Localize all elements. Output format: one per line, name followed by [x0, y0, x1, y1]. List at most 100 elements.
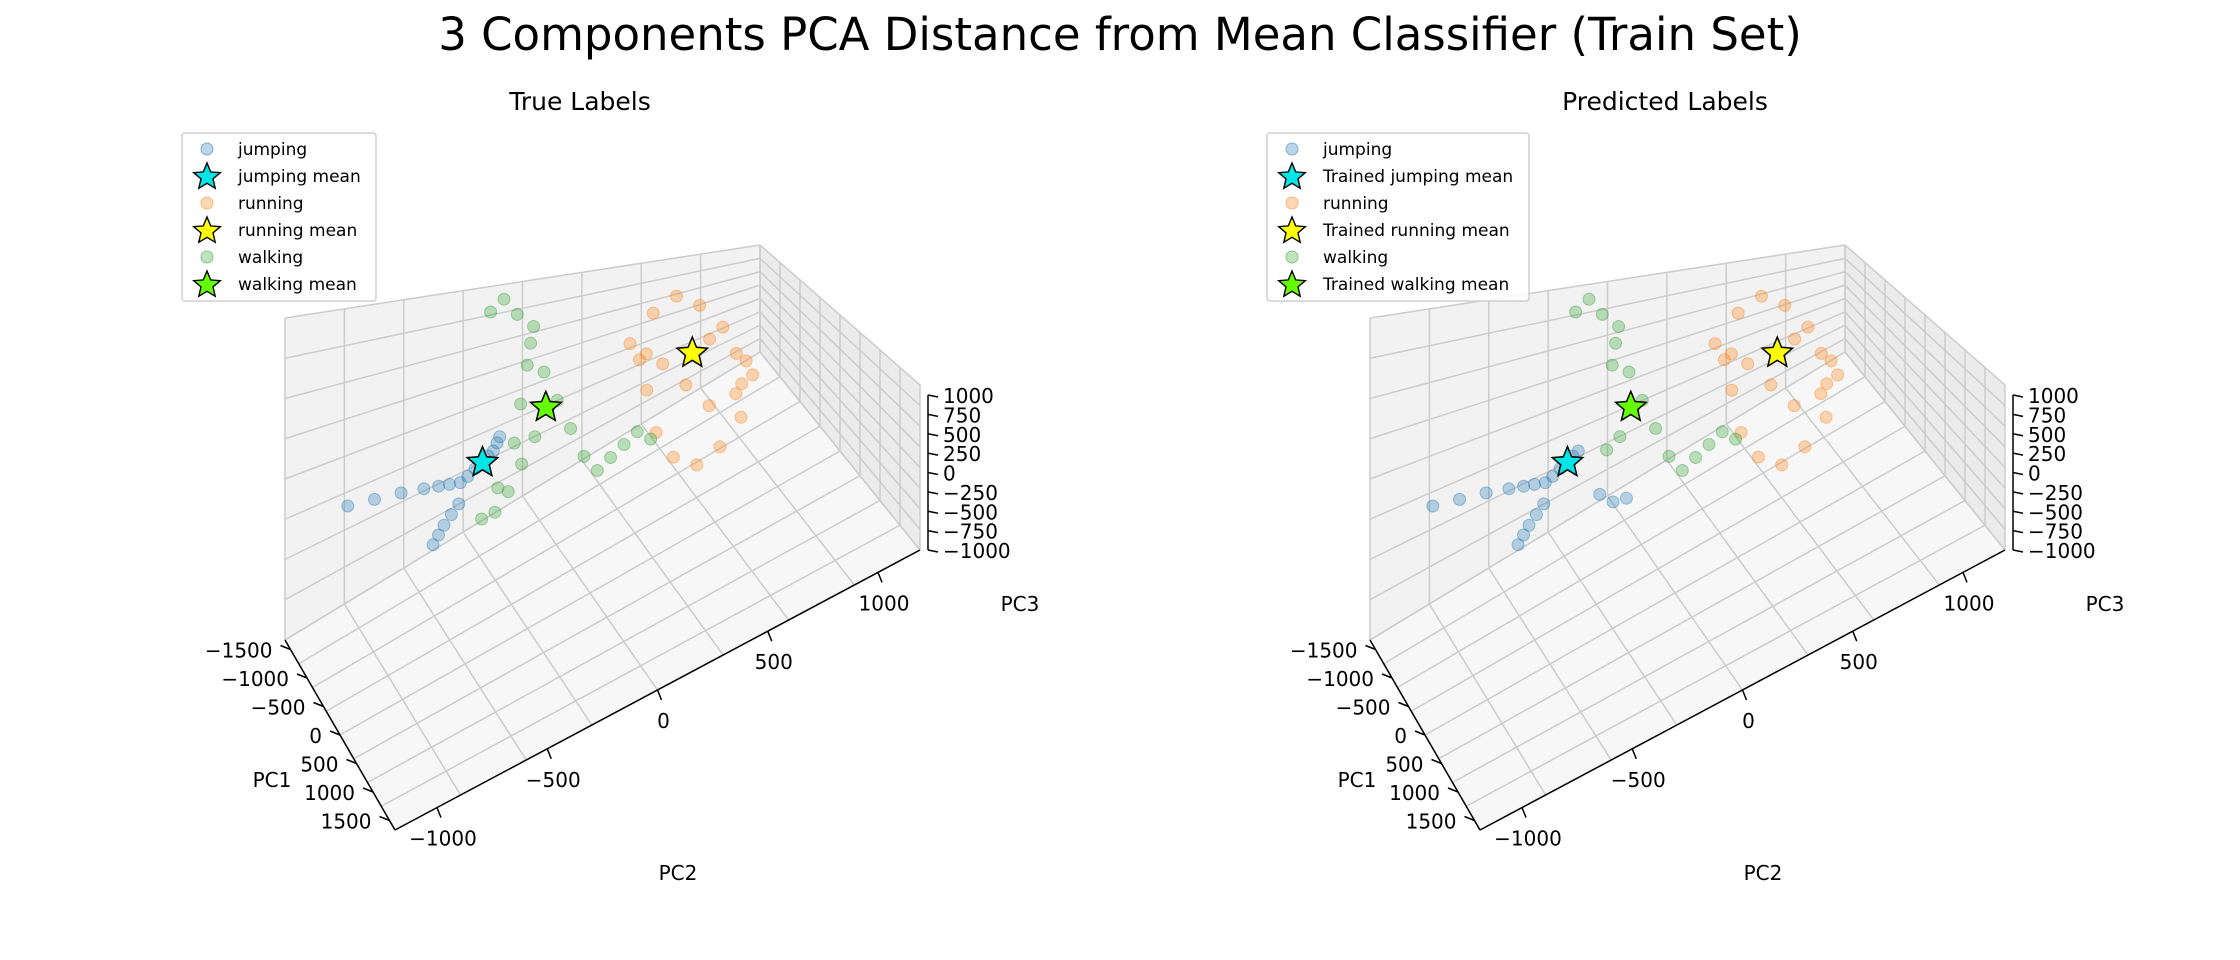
pc2-tick-label: 0 [1742, 709, 1755, 733]
gridline [284, 257, 761, 359]
pc1-tick [280, 644, 291, 651]
pc1-tick-label: 500 [300, 753, 338, 777]
pc1-tick [346, 758, 357, 765]
pc3-tick-label: 1000 [2028, 384, 2079, 408]
data-point-running [746, 368, 760, 382]
pc1-tick-label: −500 [1336, 696, 1391, 720]
data-point-walking [515, 457, 529, 471]
running-mean-star [1760, 335, 1795, 368]
legend-label: jumping [237, 140, 307, 160]
pc1-tick [379, 815, 390, 822]
legend-star-jumping_mean [1276, 161, 1308, 190]
pc3-tick-label: −750 [2028, 520, 2083, 544]
series-running [1708, 289, 1845, 472]
gridline [700, 387, 855, 586]
series-jumping [1426, 444, 1633, 552]
gridline [284, 284, 761, 440]
legend-label: jumping mean [237, 167, 361, 187]
jumping-mean-star [1550, 444, 1585, 478]
series-walking [475, 292, 658, 526]
legend-label: running [238, 194, 304, 214]
gridline [1369, 271, 1846, 400]
pc1-tick [362, 787, 374, 793]
gridline [759, 297, 921, 469]
gridline [1465, 524, 1986, 807]
data-point-walking [520, 358, 534, 372]
data-point-walking [604, 451, 618, 464]
legend-star-running_mean [191, 215, 223, 244]
data-point-running [1751, 450, 1765, 464]
legend-label: Trained jumping mean [1322, 167, 1513, 187]
pc1-tick-label: 1000 [304, 781, 355, 805]
gridline [1666, 459, 1809, 656]
legend-label: Trained walking mean [1322, 275, 1509, 295]
data-point-walking [1605, 358, 1619, 372]
pc3-tick-label: −1000 [2028, 539, 2096, 563]
pc1-axis-label: PC1 [1338, 768, 1377, 792]
data-point-walking [1612, 320, 1626, 333]
data-point-running [656, 357, 670, 371]
floor-pane [285, 352, 920, 830]
pc1-tick-label: −1000 [1306, 667, 1374, 691]
data-point-walking [497, 292, 511, 306]
pc2-tick [877, 572, 883, 583]
data-point-running [729, 387, 743, 401]
data-point-running [1824, 354, 1838, 368]
pc3-tick [927, 529, 939, 534]
gridline [380, 524, 901, 807]
subplot-title: True Labels [508, 87, 651, 116]
gridline [1844, 351, 2006, 551]
legend-marker-walking [1285, 250, 1299, 264]
data-point-running [1755, 289, 1768, 303]
data-point-walking [644, 432, 658, 446]
data-point-walking [507, 436, 521, 450]
data-point-running [649, 426, 663, 439]
gridline [759, 244, 921, 386]
pc2-tick [1741, 689, 1748, 701]
data-point-running [1775, 458, 1789, 472]
data-point-jumping [1479, 486, 1493, 500]
data-point-jumping [1426, 499, 1440, 513]
data-point-running [1724, 347, 1738, 361]
series-walking [1569, 292, 1743, 477]
data-point-running [1788, 332, 1802, 346]
data-point-jumping [1619, 491, 1633, 505]
gridline [521, 495, 659, 691]
pc2-tick-label: 500 [755, 650, 793, 674]
gridline [1844, 284, 2006, 448]
data-point-jumping [432, 528, 445, 542]
data-point-jumping [1537, 497, 1551, 511]
pc1-tick-label: 500 [1385, 753, 1423, 777]
pc2-tick-label: −1000 [409, 827, 477, 851]
pc2-tick [1962, 572, 1968, 583]
data-point-running [703, 332, 717, 346]
floor-pane [1370, 352, 2005, 830]
data-point-running [1819, 410, 1833, 424]
gridline [759, 351, 921, 551]
data-point-running [1717, 353, 1731, 367]
pc1-tick-label: 1500 [1406, 810, 1457, 834]
data-point-running [734, 410, 748, 424]
gridline [1844, 257, 2006, 407]
data-point-running [1787, 399, 1801, 413]
pc3-tick [927, 471, 939, 476]
pc3-tick [2012, 529, 2024, 534]
data-point-walking [1613, 430, 1627, 444]
pc3-tick [927, 491, 939, 495]
pc3-tick [927, 549, 939, 553]
pc1-tick [329, 730, 341, 736]
pc3-tick [2012, 510, 2024, 514]
walking-mean-star [1613, 389, 1648, 422]
data-point-running [1814, 346, 1828, 360]
data-point-running [632, 353, 646, 367]
legend-label: walking [1323, 248, 1388, 268]
legend-box [181, 132, 377, 302]
pc1-tick [1365, 644, 1376, 651]
data-point-jumping [490, 436, 504, 450]
legend-label: walking [238, 248, 303, 268]
data-point-walking [1715, 425, 1729, 439]
legend: jumping jumping mean running running mean wa… [181, 132, 377, 302]
data-point-walking [617, 438, 631, 451]
data-point-running [739, 354, 753, 368]
pc3-axis-label: PC3 [1001, 592, 1040, 616]
